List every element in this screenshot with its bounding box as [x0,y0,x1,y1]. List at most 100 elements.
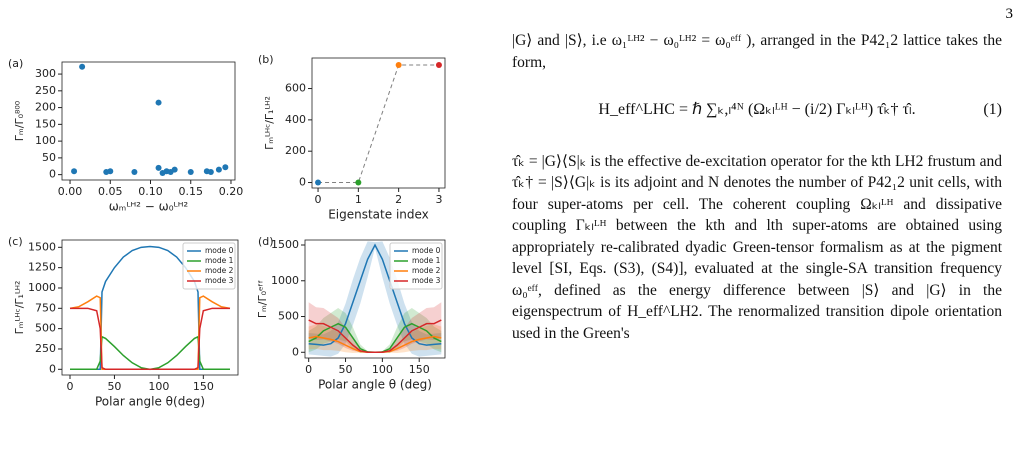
plot-frame [61,61,236,181]
x-tick-label: 0.05 [98,185,123,198]
plot-frame [61,239,239,376]
scatter-point [107,168,114,175]
scatter-point [171,166,178,173]
y-axis-label: Γₘ/Γ₀⁸⁰⁰ [13,100,26,141]
y-tick-label: 0 [292,345,299,358]
x-tick-label: 0.15 [178,185,203,198]
scatter-point [155,164,162,171]
error-band [308,307,442,353]
y-axis-label: Γₘ/Γ₀ᵉᶠᶠ [256,280,269,318]
series-line [318,64,439,184]
legend-label: mode 2 [412,266,441,275]
x-tick-label: 0 [67,380,74,393]
x-tick-label: 1 [355,193,362,206]
scatter-point [187,168,194,175]
y-tick-label: 50 [42,151,56,164]
scatter-point [222,164,229,171]
x-tick-label: 0 [305,363,312,376]
scatter-point [215,166,222,173]
scatter-point [155,99,162,106]
scatter-point [79,63,86,70]
series-line [69,295,231,371]
point-marker [435,62,442,69]
panel-label: (c) [8,235,23,248]
legend-label: mode 3 [412,276,441,285]
body-text: |G⟩ and |S⟩, i.e ω₁ᴸᴴ² − ω₀ᴸᴴ² = ω₀ᵉᶠᶠ )… [512,30,1002,452]
x-tick-label: 0.00 [58,185,83,198]
x-tick-label: 0.20 [219,185,244,198]
x-axis-label: Polar angle θ (deg) [318,378,432,392]
series-line [70,335,230,371]
point-marker [395,62,402,69]
paragraph: τ̂ₖ = |G⟩⟨S|ₖ is the effective de-excita… [512,152,1002,342]
x-axis-label: Polar angle θ(deg) [95,395,205,409]
y-tick-label: 1000 [28,281,56,294]
error-band [308,324,442,353]
y-tick-label: 200 [285,144,306,157]
y-tick-label: 250 [35,342,56,355]
x-tick-label: 0 [315,193,322,206]
point-marker [315,179,322,186]
y-tick-label: 0 [49,168,56,181]
series-line [70,245,230,371]
x-axis-label: ωₘᴸᴴ² − ω₀ᴸᴴ² [109,200,189,214]
y-tick-label: 250 [35,84,56,97]
scatter-point [71,168,78,175]
page-number: 3 [1005,6,1014,22]
legend-label: mode 3 [205,276,234,285]
legend-label: mode 0 [205,246,234,255]
legend-box [182,242,236,290]
legend-box [389,242,443,290]
x-tick-label: 50 [107,380,121,393]
equation: H_eff^LHC = ℏ ∑ₖ,ₗ⁴ᴺ (Ωₖₗᴸᴴ − (i/2) Γₖₗᴸ… [512,99,1002,121]
x-tick-label: 2 [395,193,402,206]
y-tick-label: 200 [35,101,56,114]
panel-label: (a) [8,57,23,70]
legend-label: mode 1 [412,256,441,265]
paragraph: |G⟩ and |S⟩, i.e ω₁ᴸᴴ² − ω₀ᴸᴴ² = ω₀ᵉᶠᶠ )… [512,32,1002,71]
y-tick-label: 150 [35,117,56,130]
equation-body: H_eff^LHC = ℏ ∑ₖ,ₗ⁴ᴺ (Ωₖₗᴸᴴ − (i/2) Γₖₗᴸ… [598,101,916,118]
scatter-point [131,168,138,175]
error-band [308,302,442,353]
y-tick-label: 600 [285,82,306,95]
y-tick-label: 400 [285,113,306,126]
plot-frame [311,57,446,189]
x-tick-label: 100 [372,363,393,376]
panel-label: (b) [258,53,274,66]
legend-label: mode 2 [205,266,234,275]
legend-label: mode 1 [205,256,234,265]
x-axis-label: Eigenstate index [328,208,429,222]
y-tick-label: 1500 [271,238,299,251]
x-tick-label: 150 [409,363,430,376]
plot-frame [304,239,446,359]
x-tick-label: 150 [193,380,214,393]
scatter-point [207,168,214,175]
panel-label: (d) [258,235,274,248]
point-marker [355,179,362,186]
error-band [308,241,442,357]
y-tick-label: 1000 [271,274,299,287]
y-tick-label: 0 [299,176,306,189]
y-tick-label: 1500 [28,240,56,253]
y-tick-label: 300 [35,67,56,80]
y-axis-label: Γₘᴸᴴᶜ/Γ₁ᴸᴴ² [13,281,26,335]
y-tick-label: 100 [35,134,56,147]
x-tick-label: 100 [148,380,169,393]
y-tick-label: 0 [49,362,56,375]
series-line [308,243,442,346]
y-tick-label: 750 [35,301,56,314]
y-axis-label: Γₘᴸᴴᶜ/Γ₁ᴸᴴ² [263,96,276,150]
series-line [308,319,442,354]
x-tick-label: 50 [339,363,353,376]
series-line [70,307,230,371]
x-tick-label: 0.10 [138,185,163,198]
figure: (a)0.00 0.05 0.10 0.15 0.2005010015020025030… [8,53,446,409]
equation-number: (1) [983,101,1002,118]
y-tick-label: 500 [278,310,299,323]
x-tick-label: 3 [435,193,442,206]
y-tick-label: 500 [35,322,56,335]
